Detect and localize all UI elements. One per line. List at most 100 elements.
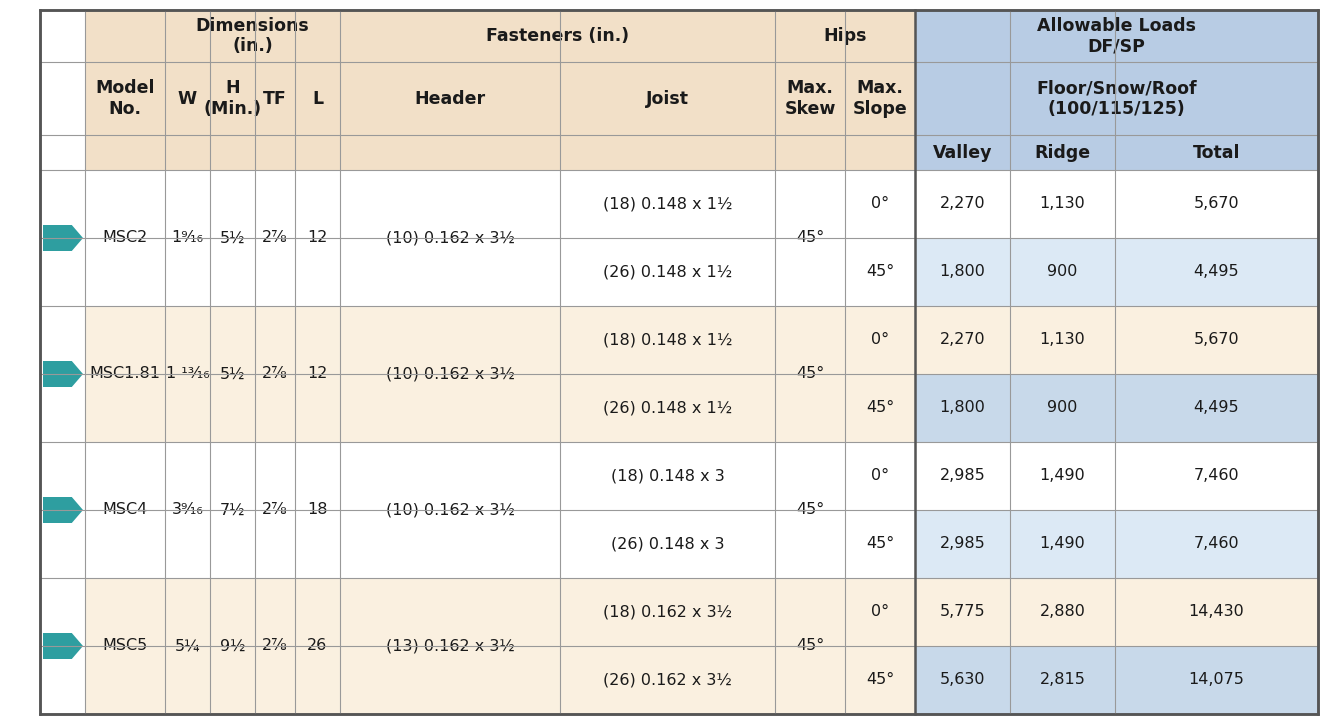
Text: 2⅞: 2⅞	[262, 230, 288, 245]
Text: (26) 0.162 x 3½: (26) 0.162 x 3½	[603, 673, 732, 688]
Text: (10) 0.162 x 3½: (10) 0.162 x 3½	[385, 230, 515, 245]
Text: MSC1.81: MSC1.81	[90, 366, 161, 382]
Text: (18) 0.148 x 3: (18) 0.148 x 3	[610, 468, 724, 484]
Bar	[915, 510, 1318, 578]
Text: 0°: 0°	[871, 196, 888, 211]
Text: 5½: 5½	[219, 230, 245, 245]
Text: 45°: 45°	[796, 230, 824, 245]
Text: Dimensions
(in.): Dimensions (in.)	[195, 17, 309, 56]
Text: 45°: 45°	[796, 366, 824, 382]
Polygon shape	[43, 225, 83, 251]
Bar	[86, 135, 915, 170]
Text: Allowable Loads
DF/SP: Allowable Loads DF/SP	[1037, 17, 1196, 56]
Text: W: W	[178, 90, 197, 107]
Text: 2,985: 2,985	[939, 468, 985, 484]
Text: 900: 900	[1048, 264, 1077, 279]
Text: 26: 26	[308, 639, 328, 654]
Text: 2,815: 2,815	[1040, 673, 1085, 688]
Bar	[915, 62, 1318, 135]
Text: 1,130: 1,130	[1040, 196, 1085, 211]
Text: 2⅞: 2⅞	[262, 366, 288, 382]
Text: 0°: 0°	[871, 332, 888, 348]
Text: 2,880: 2,880	[1040, 605, 1085, 620]
Bar	[915, 135, 1318, 170]
Text: (18) 0.148 x 1½: (18) 0.148 x 1½	[602, 332, 732, 348]
Bar	[915, 170, 1318, 238]
Text: (18) 0.162 x 3½: (18) 0.162 x 3½	[603, 605, 732, 620]
Text: Total: Total	[1192, 143, 1240, 161]
Text: 1,130: 1,130	[1040, 332, 1085, 348]
Bar	[86, 170, 915, 306]
Text: 2⅞: 2⅞	[262, 502, 288, 518]
Text: Hips: Hips	[823, 27, 867, 45]
Text: 5¼: 5¼	[175, 639, 201, 654]
Text: MSC4: MSC4	[103, 502, 147, 518]
Text: (26) 0.148 x 1½: (26) 0.148 x 1½	[603, 400, 732, 416]
Text: Model
No.: Model No.	[95, 79, 155, 118]
Text: 12: 12	[308, 366, 328, 382]
Text: 7,460: 7,460	[1193, 468, 1239, 484]
Bar	[86, 442, 915, 578]
Text: MSC5: MSC5	[103, 639, 147, 654]
Text: Fasteners (in.): Fasteners (in.)	[486, 27, 629, 45]
Text: (10) 0.162 x 3½: (10) 0.162 x 3½	[385, 502, 515, 518]
Text: H
(Min.): H (Min.)	[203, 79, 261, 118]
Text: 1 ¹³⁄₁₆: 1 ¹³⁄₁₆	[166, 366, 209, 382]
Text: 1,800: 1,800	[939, 264, 986, 279]
Text: 45°: 45°	[796, 502, 824, 518]
Bar	[915, 646, 1318, 714]
Text: 900: 900	[1048, 400, 1077, 416]
Text: 9½: 9½	[219, 639, 245, 654]
Text: 2,270: 2,270	[939, 332, 985, 348]
Polygon shape	[43, 361, 83, 387]
Bar	[915, 374, 1318, 442]
Text: 2⅞: 2⅞	[262, 639, 288, 654]
Text: 1,800: 1,800	[939, 400, 986, 416]
Text: 18: 18	[308, 502, 328, 518]
Text: 5,775: 5,775	[939, 605, 985, 620]
Text: 2,270: 2,270	[939, 196, 985, 211]
Polygon shape	[43, 497, 83, 523]
Text: Ridge: Ridge	[1034, 143, 1090, 161]
Text: (13) 0.162 x 3½: (13) 0.162 x 3½	[385, 639, 514, 654]
Text: 4,495: 4,495	[1193, 264, 1239, 279]
Bar	[86, 306, 915, 442]
Text: Valley: Valley	[933, 143, 993, 161]
Text: 14,075: 14,075	[1188, 673, 1244, 688]
Text: Max.
Slope: Max. Slope	[852, 79, 907, 118]
Text: 45°: 45°	[866, 400, 894, 416]
Text: 5,630: 5,630	[939, 673, 985, 688]
Text: TF: TF	[264, 90, 286, 107]
Bar	[86, 62, 915, 135]
Text: 45°: 45°	[796, 639, 824, 654]
Bar	[915, 306, 1318, 374]
Text: 1,490: 1,490	[1040, 468, 1085, 484]
Text: Floor/Snow/Roof
(100/115/125): Floor/Snow/Roof (100/115/125)	[1036, 79, 1196, 118]
Text: (18) 0.148 x 1½: (18) 0.148 x 1½	[602, 196, 732, 211]
Text: Header: Header	[415, 90, 486, 107]
Bar	[86, 10, 915, 62]
Bar	[86, 578, 915, 714]
Text: L: L	[312, 90, 322, 107]
Text: (10) 0.162 x 3½: (10) 0.162 x 3½	[385, 366, 515, 382]
Text: 1,490: 1,490	[1040, 536, 1085, 552]
Text: Max.
Skew: Max. Skew	[784, 79, 836, 118]
Bar	[915, 578, 1318, 646]
Text: 0°: 0°	[871, 468, 888, 484]
Text: 7,460: 7,460	[1193, 536, 1239, 552]
Text: 0°: 0°	[871, 605, 888, 620]
Text: Joist: Joist	[646, 90, 689, 107]
Polygon shape	[43, 633, 83, 659]
Bar	[915, 238, 1318, 306]
Text: (26) 0.148 x 3: (26) 0.148 x 3	[610, 536, 724, 552]
Text: 45°: 45°	[866, 536, 894, 552]
Text: 5½: 5½	[219, 366, 245, 382]
Text: 45°: 45°	[866, 673, 894, 688]
Text: 14,430: 14,430	[1188, 605, 1244, 620]
Bar	[915, 442, 1318, 510]
Bar	[915, 10, 1318, 62]
Text: 12: 12	[308, 230, 328, 245]
Text: 45°: 45°	[866, 264, 894, 279]
Text: 4,495: 4,495	[1193, 400, 1239, 416]
Text: 5,670: 5,670	[1193, 196, 1239, 211]
